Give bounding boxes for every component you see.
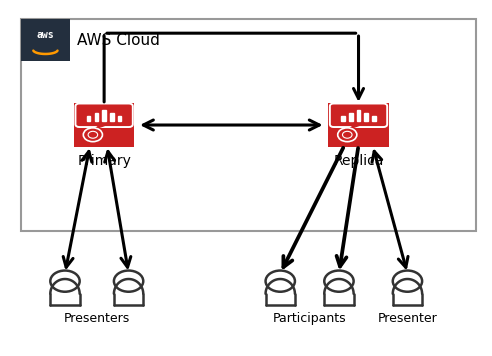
Bar (341, 116, 345, 121)
Bar (118, 116, 122, 121)
Bar (357, 110, 360, 121)
Polygon shape (94, 124, 108, 129)
Text: Participants: Participants (273, 312, 346, 325)
Bar (110, 113, 114, 121)
Text: Primary: Primary (77, 154, 131, 168)
Bar (102, 110, 106, 121)
Text: AWS Cloud: AWS Cloud (77, 33, 160, 48)
Text: Presenters: Presenters (63, 312, 130, 325)
Bar (365, 113, 368, 121)
Text: aws: aws (36, 30, 54, 40)
FancyBboxPatch shape (21, 19, 70, 62)
Bar (87, 116, 91, 121)
Bar (372, 116, 376, 121)
Text: Presenter: Presenter (377, 312, 437, 325)
Polygon shape (349, 124, 363, 129)
Text: Replica: Replica (334, 154, 384, 168)
Bar (94, 113, 98, 121)
FancyBboxPatch shape (74, 103, 134, 147)
FancyBboxPatch shape (329, 103, 389, 147)
Bar (349, 113, 353, 121)
FancyBboxPatch shape (21, 19, 476, 231)
